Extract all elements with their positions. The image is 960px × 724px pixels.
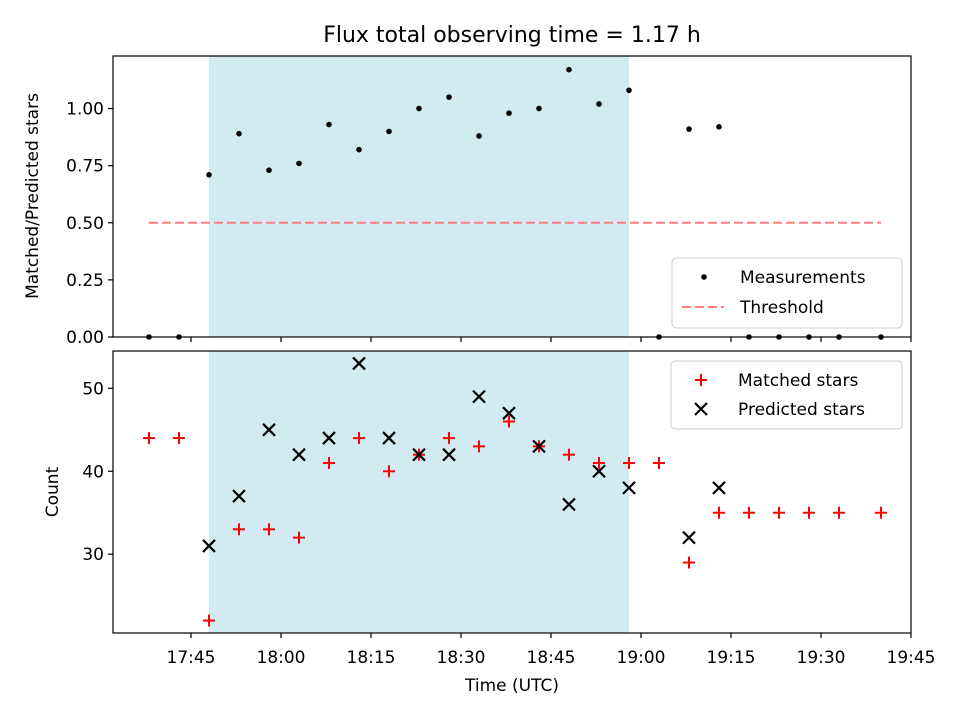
predicted-star-point	[442, 447, 456, 462]
x-tick-label: 17:45	[167, 648, 216, 668]
matched-star-point	[353, 432, 365, 445]
predicted-star-point	[262, 423, 276, 437]
predicted-star-point	[712, 481, 726, 495]
matched-star-point	[653, 456, 665, 469]
legend-measurements-label: Measurements	[740, 268, 866, 288]
ratio-legend-box	[671, 257, 903, 329]
matched-star-point	[173, 432, 185, 445]
matched-star-point	[503, 415, 515, 428]
predicted-star-point	[562, 497, 576, 512]
matched-star-point	[473, 440, 485, 453]
measurement-point	[476, 133, 482, 139]
ratio-plot-frame	[112, 55, 912, 338]
count-legend-box	[670, 360, 903, 430]
measurement-point	[296, 160, 302, 167]
measurement-point	[536, 105, 542, 112]
predicted-star-point	[622, 481, 636, 495]
measurement-point	[626, 87, 632, 94]
matched-star-point	[713, 506, 725, 519]
x-tick-label: 19:15	[707, 648, 756, 668]
ratio-y-tick-label: 1.00	[66, 100, 104, 120]
count-plot-frame	[112, 350, 912, 634]
x-tick-label: 18:45	[527, 648, 576, 668]
measurement-point	[386, 128, 392, 135]
x-tick-label: 18:15	[347, 648, 396, 668]
predicted-star-point	[532, 439, 546, 454]
ratio-y-tick-label: 0.75	[66, 157, 104, 177]
legend-threshold-label: Threshold	[739, 298, 824, 318]
legend-predicted-label: Predicted stars	[738, 400, 865, 420]
observing-window-band-top	[209, 56, 629, 337]
ratio-y-axis-label: Matched/Predicted stars	[23, 93, 43, 299]
count-y-axis-label: Count	[43, 466, 63, 517]
matched-star-point	[875, 506, 887, 519]
matched-star-point	[143, 432, 155, 445]
legend-measurements-marker	[701, 274, 707, 280]
predicted-star-point	[682, 530, 696, 545]
x-tick-label: 19:00	[617, 648, 666, 668]
matched-star-point	[323, 456, 335, 469]
measurement-point	[506, 110, 512, 116]
matched-star-point	[833, 506, 845, 519]
ratio-legend: Measurements Threshold	[671, 257, 903, 329]
ratio-y-tick-label: 0.00	[66, 328, 104, 348]
measurement-point	[236, 130, 242, 137]
predicted-star-point	[322, 431, 336, 445]
legend-matched-label: Matched stars	[738, 371, 858, 391]
ratio-panel: 0.00 0.25 0.50 0.75 1.00 Matched/Predicted s…	[23, 55, 912, 348]
matched-star-point	[593, 456, 605, 469]
predicted-star-point	[382, 431, 396, 445]
measurement-point	[566, 66, 572, 73]
matched-star-point	[803, 506, 815, 519]
measurement-point	[596, 101, 602, 107]
count-y-tick-label: 50	[82, 379, 104, 399]
predicted-star-point	[472, 389, 486, 404]
predicted-star-point	[202, 539, 216, 553]
predicted-star-point	[592, 464, 606, 479]
count-y-tick-label: 30	[82, 545, 104, 565]
predicted-star-point	[292, 447, 306, 462]
measurement-point	[206, 171, 212, 178]
measurement-point	[326, 121, 332, 128]
measurement-point	[416, 105, 422, 112]
predicted-star-point	[502, 406, 516, 420]
measurement-point	[716, 124, 722, 130]
matched-star-point	[233, 523, 245, 536]
count-y-tick-label: 40	[82, 462, 104, 482]
x-tick-label: 19:30	[797, 648, 846, 668]
matched-star-point	[743, 506, 755, 519]
matched-star-point	[203, 614, 215, 627]
matched-star-point	[293, 531, 305, 544]
predicted-star-point	[412, 447, 426, 462]
matched-star-point	[683, 556, 695, 569]
measurement-point	[356, 146, 362, 153]
matched-star-point	[443, 432, 455, 445]
ratio-y-tick-label: 0.50	[66, 214, 104, 234]
matched-star-point	[623, 456, 635, 469]
legend-matched-marker	[695, 374, 707, 386]
x-tick-label: 19:45	[887, 648, 936, 668]
measurement-point	[686, 126, 692, 132]
matched-star-point	[773, 506, 785, 519]
count-panel: 30 40 50 17:45 18:00 18:15 18:30 18:45 19:00 19:1…	[43, 350, 936, 696]
x-axis-label: Time (UTC)	[464, 676, 559, 696]
matched-star-point	[383, 465, 395, 478]
count-legend: Matched stars Predicted stars	[670, 360, 903, 430]
ratio-y-tick-label: 0.25	[66, 271, 104, 291]
x-tick-label: 18:00	[257, 648, 306, 668]
measurement-point	[446, 94, 452, 100]
predicted-star-point	[232, 489, 246, 503]
chart-title: Flux total observing time = 1.17 h	[323, 23, 701, 48]
legend-predicted-marker	[694, 402, 708, 416]
matched-star-point	[563, 448, 575, 461]
measurement-point	[266, 167, 272, 174]
predicted-star-point	[352, 356, 366, 371]
matched-star-point	[263, 523, 275, 536]
observing-window-band-bottom	[209, 351, 629, 633]
x-tick-label: 18:30	[437, 648, 486, 668]
